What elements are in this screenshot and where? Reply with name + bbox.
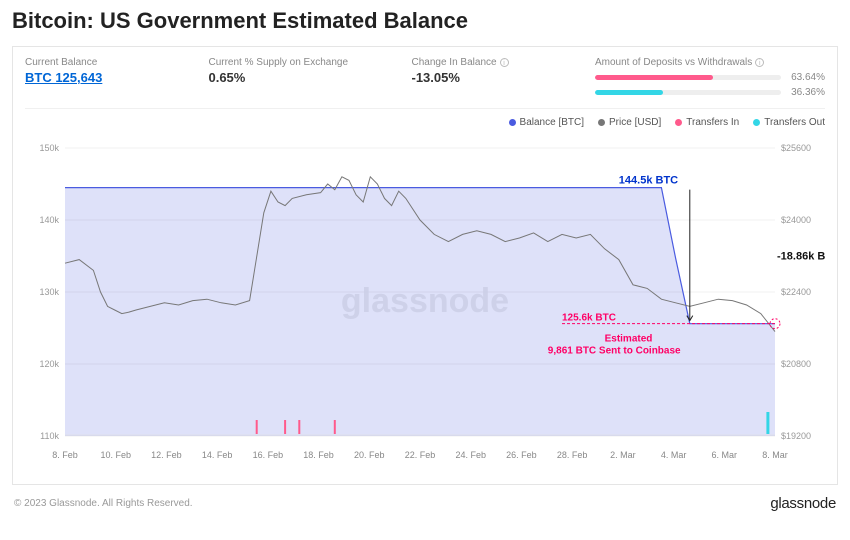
metric-current-balance: Current Balance BTC 125,643: [25, 57, 145, 98]
deposits-bar-fill: [595, 75, 713, 80]
chart-svg: 110k 120k 130k 140k 150k $19200 $20800 $22400 $2…: [25, 136, 825, 476]
metric-change-balance: Change In Balance i -13.05%: [412, 57, 532, 98]
chart-card: Current Balance BTC 125,643 Current % Su…: [12, 46, 838, 485]
page-title: Bitcoin: US Government Estimated Balance: [12, 8, 838, 34]
svg-text:24. Feb: 24. Feb: [455, 450, 486, 460]
svg-text:6. Mar: 6. Mar: [712, 450, 738, 460]
chart-area[interactable]: 110k 120k 130k 140k 150k $19200 $20800 $22400 $2…: [25, 136, 825, 476]
metrics-row: Current Balance BTC 125,643 Current % Su…: [25, 57, 825, 109]
legend-dot-icon: [509, 119, 516, 126]
legend-label: Price [USD]: [609, 117, 661, 128]
legend-label: Transfers Out: [764, 117, 825, 128]
metric-value: 0.65%: [208, 70, 348, 85]
svg-text:150k: 150k: [39, 143, 59, 153]
copyright-text: © 2023 Glassnode. All Rights Reserved.: [14, 498, 193, 509]
svg-text:$19200: $19200: [781, 431, 811, 441]
svg-text:4. Mar: 4. Mar: [661, 450, 687, 460]
legend-label: Transfers In: [686, 117, 739, 128]
metric-label: Current Balance: [25, 57, 145, 68]
svg-text:8. Feb: 8. Feb: [52, 450, 78, 460]
svg-text:14. Feb: 14. Feb: [202, 450, 233, 460]
legend-item[interactable]: Price [USD]: [598, 117, 661, 128]
metric-supply-pct: Current % Supply on Exchange 0.65%: [208, 57, 348, 98]
svg-text:26. Feb: 26. Feb: [506, 450, 537, 460]
svg-text:120k: 120k: [39, 359, 59, 369]
svg-text:20. Feb: 20. Feb: [354, 450, 385, 460]
svg-text:12. Feb: 12. Feb: [151, 450, 182, 460]
info-icon[interactable]: i: [500, 58, 509, 67]
legend: Balance [BTC] Price [USD] Transfers In Tran…: [25, 109, 825, 132]
bar-track: [595, 90, 781, 95]
svg-text:28. Feb: 28. Feb: [557, 450, 588, 460]
legend-item[interactable]: Balance [BTC]: [509, 117, 584, 128]
svg-text:$20800: $20800: [781, 359, 811, 369]
metric-label: Amount of Deposits vs Withdrawals i: [595, 57, 825, 68]
metric-label: Change In Balance i: [412, 57, 532, 68]
label-text: Amount of Deposits vs Withdrawals: [595, 57, 752, 68]
metric-label: Current % Supply on Exchange: [208, 57, 348, 68]
legend-dot-icon: [753, 119, 760, 126]
withdrawals-pct: 36.36%: [787, 87, 825, 98]
footer: © 2023 Glassnode. All Rights Reserved. g…: [12, 495, 838, 512]
deposits-pct: 63.64%: [787, 72, 825, 83]
svg-text:18. Feb: 18. Feb: [303, 450, 334, 460]
legend-dot-icon: [598, 119, 605, 126]
svg-text:16. Feb: 16. Feb: [253, 450, 284, 460]
svg-text:22. Feb: 22. Feb: [405, 450, 436, 460]
svg-text:$24000: $24000: [781, 215, 811, 225]
legend-item[interactable]: Transfers Out: [753, 117, 825, 128]
svg-text:9,861 BTC Sent to Coinbase: 9,861 BTC Sent to Coinbase: [548, 346, 681, 357]
svg-text:144.5k BTC: 144.5k BTC: [619, 175, 678, 187]
metric-value-link[interactable]: BTC 125,643: [25, 70, 145, 85]
svg-text:8. Mar: 8. Mar: [762, 450, 788, 460]
metric-deposits-withdrawals: Amount of Deposits vs Withdrawals i 63.6…: [595, 57, 825, 98]
svg-text:Estimated: Estimated: [605, 334, 653, 345]
legend-item[interactable]: Transfers In: [675, 117, 739, 128]
svg-text:2. Mar: 2. Mar: [610, 450, 636, 460]
svg-text:130k: 130k: [39, 287, 59, 297]
withdrawals-bar-fill: [595, 90, 663, 95]
legend-label: Balance [BTC]: [520, 117, 584, 128]
withdrawals-bar-row: 36.36%: [595, 87, 825, 98]
brand-logo: glassnode: [770, 495, 836, 512]
svg-text:$22400: $22400: [781, 287, 811, 297]
svg-text:10. Feb: 10. Feb: [100, 450, 131, 460]
deposits-bar-row: 63.64%: [595, 72, 825, 83]
metric-value: -13.05%: [412, 70, 532, 85]
label-text: Change In Balance: [412, 57, 497, 68]
svg-text:110k: 110k: [40, 431, 59, 441]
svg-text:125.6k BTC: 125.6k BTC: [562, 313, 616, 324]
svg-text:-18.86k BTC: -18.86k BTC: [777, 251, 825, 263]
bar-track: [595, 75, 781, 80]
info-icon[interactable]: i: [755, 58, 764, 67]
svg-text:$25600: $25600: [781, 143, 811, 153]
legend-dot-icon: [675, 119, 682, 126]
svg-text:140k: 140k: [39, 215, 59, 225]
